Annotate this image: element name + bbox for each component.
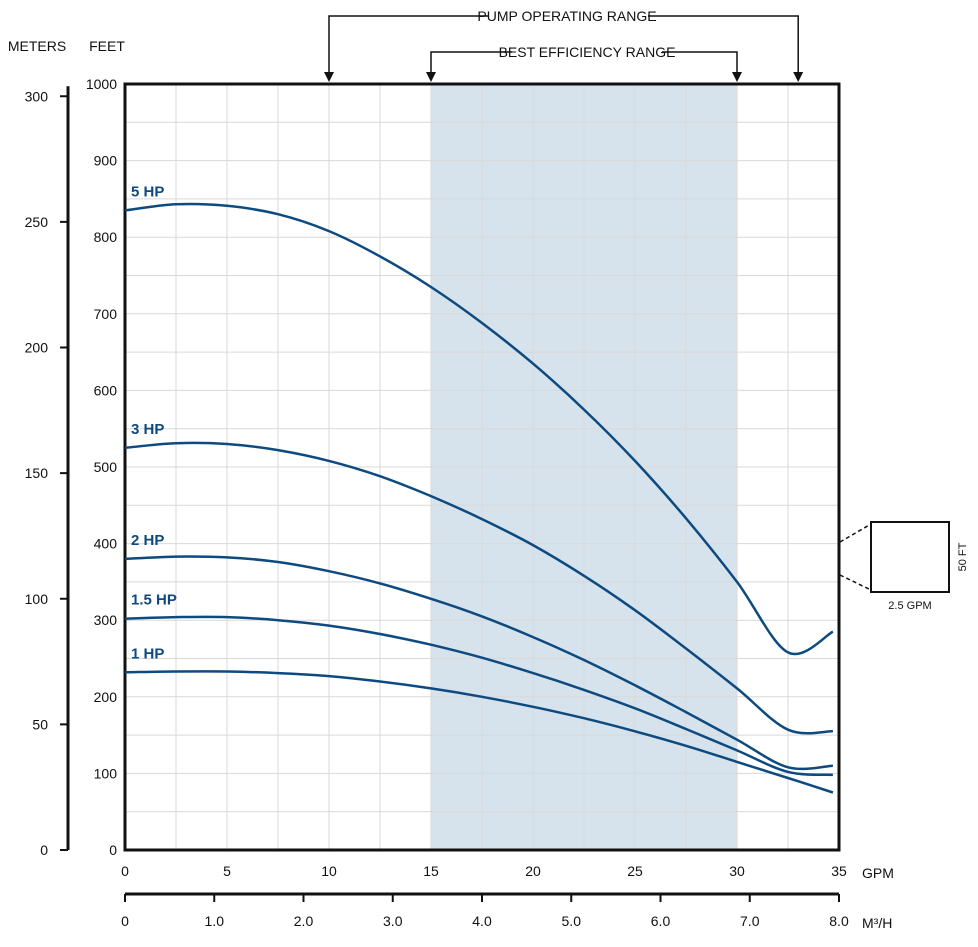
y-tick-label: 600 — [94, 382, 118, 398]
x2-tick-label: 6.0 — [651, 913, 671, 929]
curve-5-hp — [124, 202, 834, 656]
x2-axis-unit: M³/H — [862, 915, 892, 931]
curve-1-5-hp — [124, 615, 833, 777]
operating-range-arrow-right — [793, 72, 804, 82]
x-tick-label: 25 — [627, 863, 643, 879]
y-tick-label: 200 — [94, 689, 118, 705]
y-tick-label: 900 — [94, 153, 118, 169]
best-efficiency-range-arrow-left — [426, 72, 436, 82]
scale-box-height-label: 50 FT — [957, 542, 969, 571]
x2-tick-label: 1.0 — [205, 913, 225, 929]
best-efficiency-range-arrow-right — [732, 72, 742, 82]
curve-3-hp — [124, 441, 833, 735]
scale-box-leader-bottom — [839, 574, 872, 591]
scale-box-width-label: 2.5 GPM — [888, 600, 931, 612]
curve-label-3-hp: 3 HP — [131, 421, 164, 438]
y-tick-label: 700 — [94, 306, 118, 322]
y-tick-label: 800 — [94, 229, 118, 245]
operating-range-arrow-left — [324, 72, 334, 82]
curve-label-2-hp: 2 HP — [131, 532, 164, 549]
y2-tick-label: 0 — [40, 842, 48, 858]
x2-tick-label: 5.0 — [562, 913, 582, 929]
y2-tick-label: 100 — [25, 591, 49, 607]
x2-tick-label: 4.0 — [472, 913, 492, 929]
x-axis-unit: GPM — [862, 865, 894, 881]
curve-label-5-hp: 5 HP — [131, 183, 164, 200]
curve-label-1-5-hp: 1.5 HP — [131, 592, 177, 609]
y2-axis-unit: METERS — [8, 38, 66, 54]
x-tick-label: 5 — [223, 863, 231, 879]
x-tick-label: 30 — [729, 863, 745, 879]
curve-label-1-hp: 1 HP — [131, 645, 164, 662]
x2-tick-label: 7.0 — [740, 913, 760, 929]
y2-tick-label: 300 — [25, 88, 49, 104]
x2-tick-label: 2.0 — [294, 913, 314, 929]
curve-2-hp — [124, 555, 833, 771]
y-axis-unit: FEET — [89, 38, 125, 54]
x2-tick-label: 3.0 — [383, 913, 403, 929]
x-tick-label: 10 — [321, 863, 337, 879]
x2-tick-label: 8.0 — [829, 913, 849, 929]
x-tick-label: 15 — [423, 863, 439, 879]
scale-box — [870, 521, 950, 593]
y-tick-label: 1000 — [86, 76, 117, 92]
x-tick-label: 35 — [831, 863, 847, 879]
operating-range-bracket-left — [328, 15, 488, 78]
y-tick-label: 400 — [94, 536, 118, 552]
y-tick-label: 500 — [94, 459, 118, 475]
y2-tick-label: 200 — [25, 340, 49, 356]
y2-tick-label: 250 — [25, 214, 49, 230]
operating-range-label: PUMP OPERATING RANGE — [477, 8, 656, 24]
y-tick-label: 300 — [94, 612, 118, 628]
x-tick-label: 0 — [121, 863, 129, 879]
y-tick-label: 0 — [109, 842, 117, 858]
best-efficiency-range-bracket-left — [430, 51, 512, 78]
best-efficiency-range-label: BEST EFFICIENCY RANGE — [499, 44, 676, 60]
scale-box-leader-top — [839, 523, 872, 543]
y-tick-label: 100 — [94, 765, 118, 781]
best-efficiency-range-bracket-right — [662, 51, 738, 78]
curve-1-hp — [124, 670, 834, 794]
x-tick-label: 20 — [525, 863, 541, 879]
operating-range-bracket-right — [648, 15, 799, 78]
y2-tick-label: 150 — [25, 465, 49, 481]
plot-frame — [123, 82, 841, 852]
y2-tick-label: 50 — [32, 716, 48, 732]
x2-tick-label: 0 — [121, 913, 129, 929]
